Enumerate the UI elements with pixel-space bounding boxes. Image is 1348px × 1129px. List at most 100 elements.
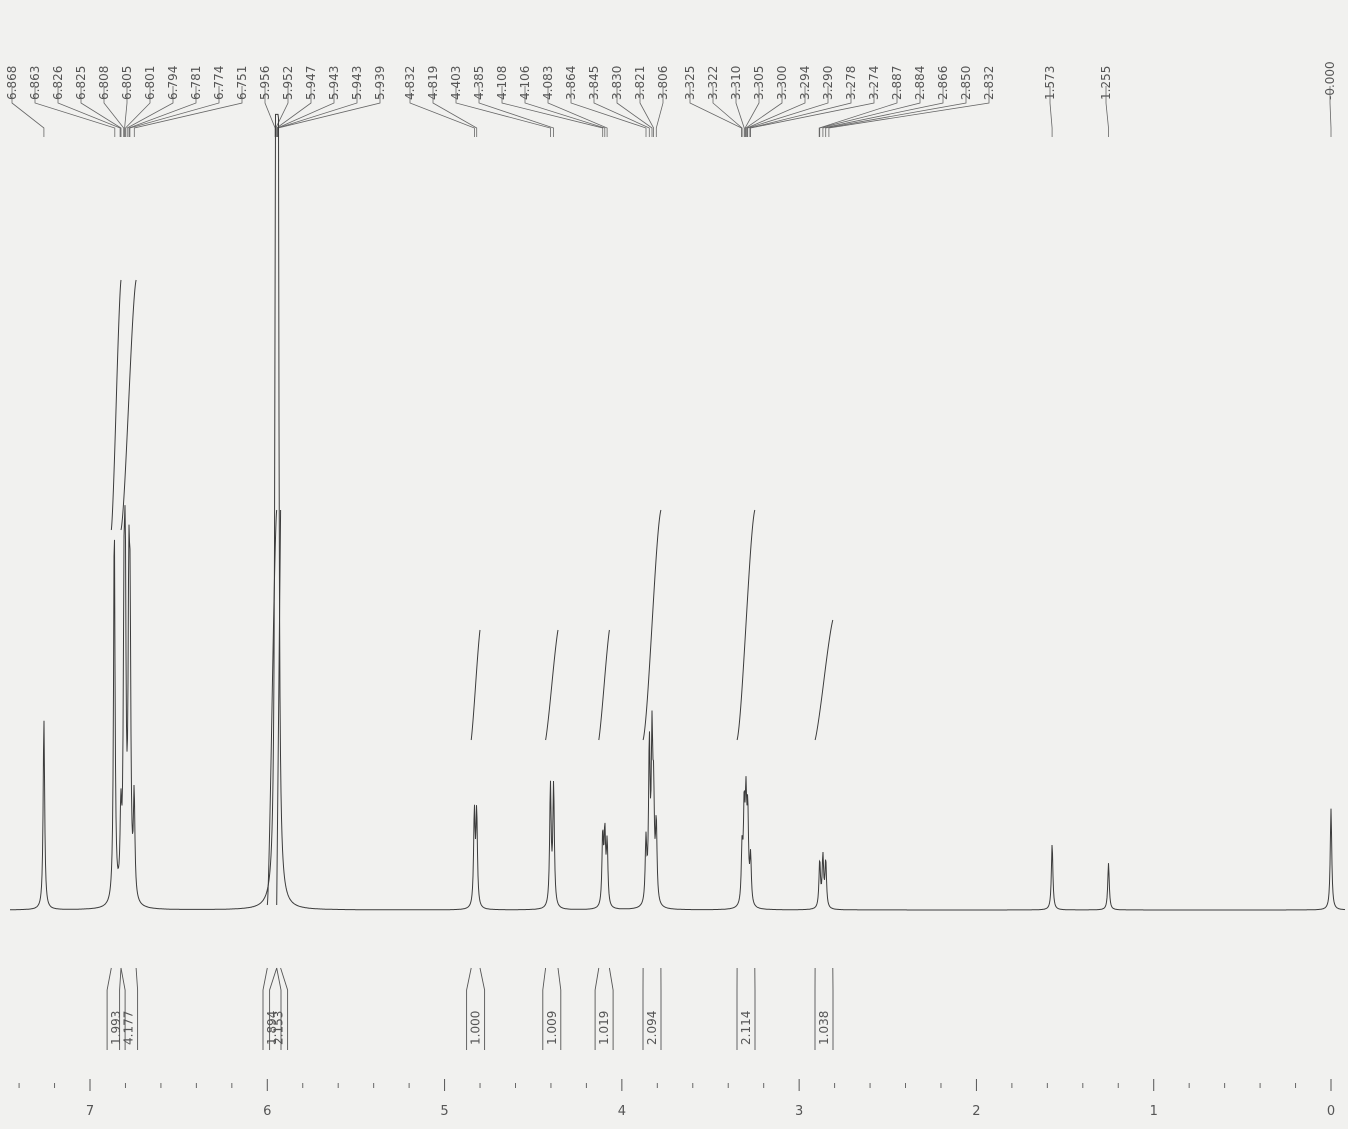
peak-label-connector (125, 86, 151, 137)
peak-label-connector (616, 86, 653, 137)
peak-label: 5.947 (304, 66, 318, 100)
peak-label-connector (432, 86, 478, 137)
integral-curve (266, 509, 278, 906)
peak-label: -0.000 (1323, 61, 1337, 100)
peak-label: 5.939 (373, 66, 387, 100)
x-tick-label: 2 (972, 1104, 980, 1119)
peak-label: 6.868 (5, 66, 19, 100)
peak-label: 6.751 (235, 66, 249, 100)
peak-label: 3.845 (587, 66, 601, 100)
peak-label-connector (570, 86, 647, 137)
integral-curve (470, 629, 481, 741)
peak-label: 3.290 (821, 66, 835, 100)
peak-label: 3.806 (656, 66, 670, 100)
peak-label: 3.830 (610, 66, 624, 100)
peak-label-connector (34, 86, 116, 137)
integral-bracket (106, 967, 126, 1050)
integral-value: 1.000 (469, 1011, 483, 1045)
spectrum-group (10, 113, 1346, 911)
peak-label-connector (655, 86, 664, 137)
peak-label: 2.866 (936, 66, 950, 100)
peak-label-group: 6.868 6.863 6.826 6.825 6.808 6.805 6.801 6.794… (5, 61, 1337, 100)
x-tick-label: 0 (1327, 1104, 1335, 1119)
peak-label: 1.255 (1099, 66, 1113, 100)
peak-label-connector (409, 86, 475, 137)
peak-label-connector (276, 86, 312, 137)
integral-bracket (594, 967, 614, 1050)
integral-curve (545, 629, 559, 741)
peak-connector-group (11, 86, 1332, 137)
x-tick-label: 1 (1150, 1104, 1158, 1119)
peak-label-connector (103, 86, 125, 137)
peak-label-connector (124, 86, 128, 137)
peak-label-connector (478, 86, 554, 137)
integral-curve (276, 509, 282, 906)
peak-label-connector (1105, 86, 1109, 137)
peak-label-connector (750, 86, 875, 137)
peak-label: 6.863 (28, 66, 42, 100)
peak-label: 6.805 (120, 66, 134, 100)
integral-bracket (269, 967, 289, 1050)
integral-value: 2.114 (739, 1011, 753, 1045)
peak-label: 3.325 (683, 66, 697, 100)
peak-label-connector (129, 86, 220, 137)
integral-bracket (542, 967, 562, 1050)
peak-label-connector (133, 86, 243, 137)
integral-value: 4.177 (122, 1011, 136, 1045)
peak-label: 6.774 (212, 66, 226, 100)
peak-label-connector (744, 86, 760, 137)
peak-label: 5.943 (350, 66, 364, 100)
peak-label: 3.294 (798, 66, 812, 100)
integral-bracket (736, 967, 756, 1050)
peak-label: 3.310 (729, 66, 743, 100)
peak-label: 3.305 (752, 66, 766, 100)
peak-label-connector (639, 86, 654, 137)
peak-label-connector (822, 86, 944, 137)
peak-label: 4.819 (426, 66, 440, 100)
ppm-axis: 7 6 5 4 3 2 1 0 (18, 1079, 1335, 1119)
peak-label: 6.781 (189, 66, 203, 100)
x-tick-label: 4 (618, 1104, 626, 1119)
peak-label-connector (745, 86, 783, 137)
peak-label: 3.322 (706, 66, 720, 100)
integral-value: 2.153 (272, 1011, 286, 1045)
peak-label: 2.850 (959, 66, 973, 100)
peak-label-connector (593, 86, 650, 137)
peak-label: 4.403 (449, 66, 463, 100)
peak-label: 1.573 (1043, 66, 1057, 100)
peak-label-connector (712, 86, 743, 137)
x-tick-label: 6 (263, 1104, 271, 1119)
integral-bracket (814, 967, 834, 1050)
integral-curve-group (110, 279, 834, 906)
integral-bracket (119, 967, 139, 1050)
peak-label: 6.825 (74, 66, 88, 100)
integral-curve (598, 629, 610, 741)
integral-curve (814, 619, 834, 741)
peak-label: 4.106 (518, 66, 532, 100)
peak-label-connector (126, 86, 174, 137)
integral-value: 1.894 (265, 1011, 279, 1045)
peak-label-connector (11, 86, 45, 137)
x-tick-label: 5 (440, 1104, 448, 1119)
peak-label-connector (80, 86, 122, 137)
peak-label: 6.826 (51, 66, 65, 100)
peak-label-connector (1049, 86, 1053, 137)
integral-bracket (642, 967, 662, 1050)
peak-label-connector (825, 86, 967, 137)
integral-bracket (466, 967, 486, 1050)
peak-label-connector (501, 86, 604, 137)
peak-label: 6.808 (97, 66, 111, 100)
peak-label: 3.864 (564, 66, 578, 100)
peak-label: 4.385 (472, 66, 486, 100)
peak-label: 3.278 (844, 66, 858, 100)
integral-curve (120, 279, 137, 531)
peak-label: 6.794 (166, 66, 180, 100)
peak-label-connector (689, 86, 742, 137)
integral-bracket (262, 967, 282, 1050)
peak-label: 4.083 (541, 66, 555, 100)
peak-label: 2.884 (913, 66, 927, 100)
spectrum-trace (10, 113, 1346, 911)
integral-curve (736, 509, 756, 741)
peak-label-connector (455, 86, 551, 137)
